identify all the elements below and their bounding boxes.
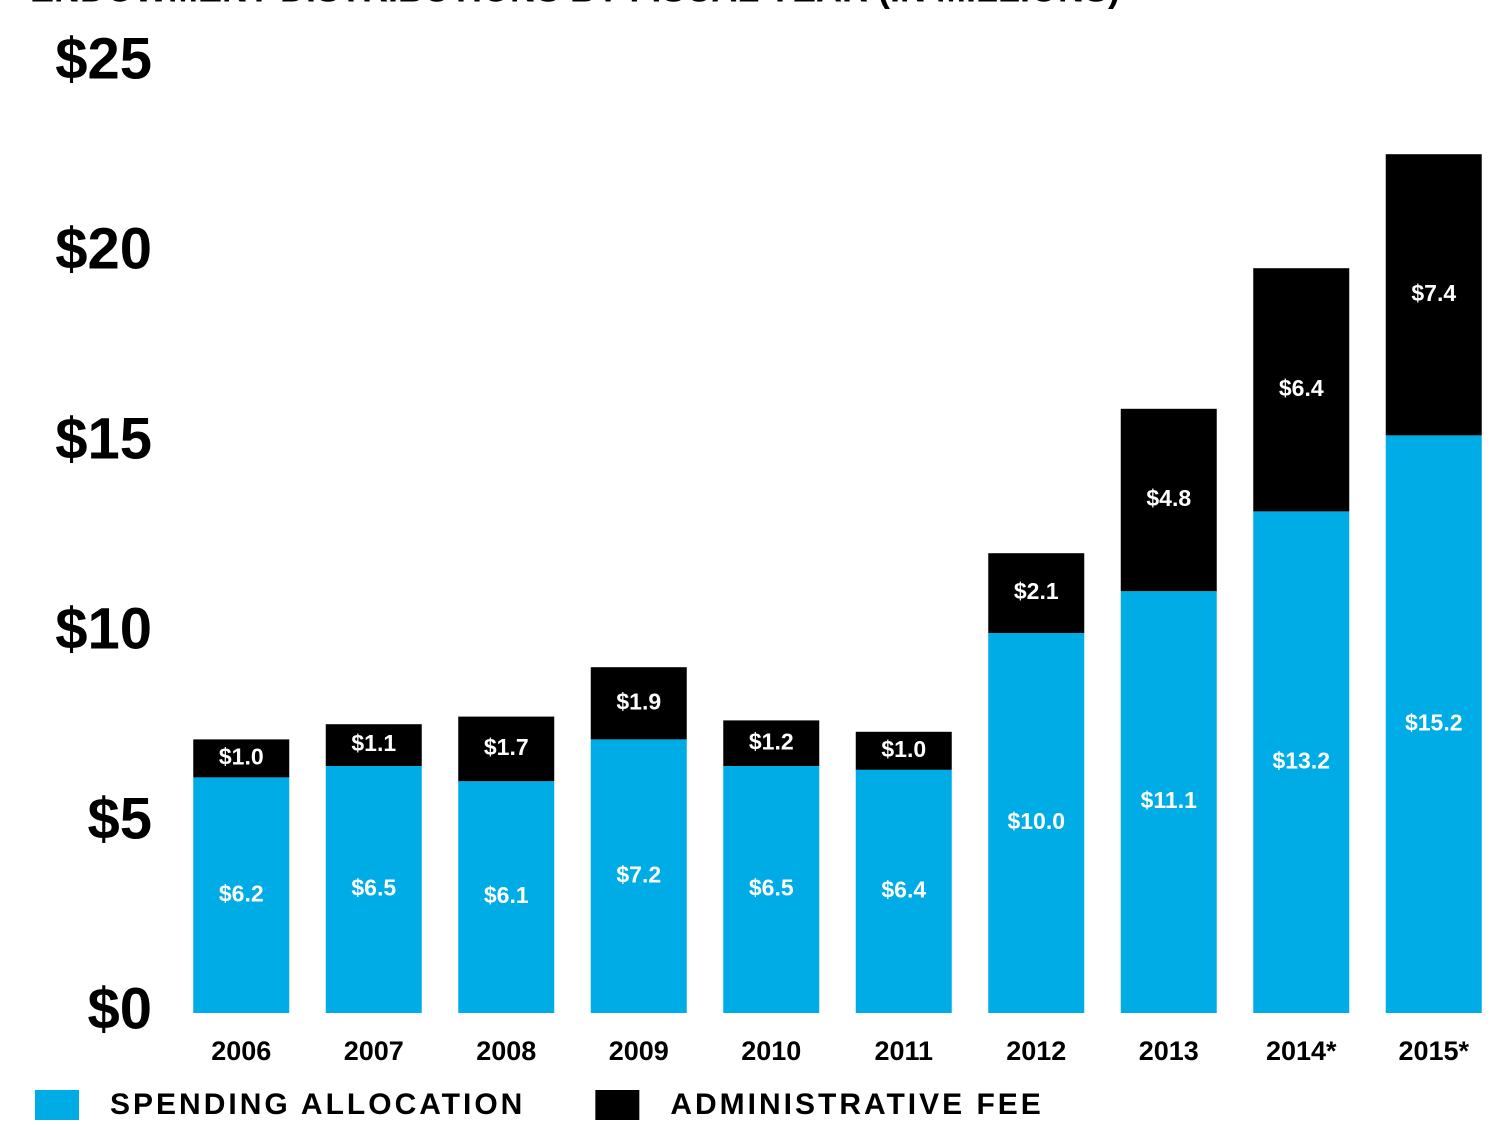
data-label: $6.2 bbox=[219, 880, 264, 906]
legend-swatch bbox=[35, 1090, 79, 1120]
bar-segment bbox=[1120, 408, 1217, 592]
bar-segment bbox=[325, 766, 422, 1013]
data-label: $6.5 bbox=[351, 875, 396, 901]
data-label: $2.1 bbox=[1014, 578, 1059, 604]
bar-segment bbox=[1120, 591, 1217, 1013]
legend-swatch bbox=[595, 1090, 640, 1120]
data-label: $6.4 bbox=[1279, 375, 1324, 401]
bar-segment bbox=[193, 739, 290, 778]
data-label: $1.2 bbox=[749, 728, 794, 754]
legend-label: ADMINISTRATIVE FEE bbox=[670, 1088, 1043, 1121]
data-label: $7.4 bbox=[1411, 280, 1456, 306]
data-label: $6.4 bbox=[881, 876, 926, 902]
bar-segment bbox=[988, 553, 1085, 633]
bar-segment bbox=[855, 769, 952, 1013]
data-label: $11.1 bbox=[1141, 787, 1197, 813]
data-label: $1.0 bbox=[219, 743, 264, 769]
bar-segment bbox=[1385, 435, 1482, 1013]
x-tick-label: 2013 bbox=[1139, 1036, 1199, 1066]
bar-segment bbox=[590, 667, 687, 740]
bar-segment bbox=[723, 766, 820, 1013]
bar-segment bbox=[193, 777, 290, 1013]
data-label: $1.0 bbox=[881, 736, 926, 762]
y-tick-label: $10 bbox=[55, 596, 152, 661]
bar-segment bbox=[988, 633, 1085, 1013]
bar-segment bbox=[1385, 154, 1482, 436]
data-label: $6.5 bbox=[749, 875, 794, 901]
bar-segment bbox=[458, 716, 555, 782]
data-label: $7.2 bbox=[616, 861, 661, 887]
data-label: $1.7 bbox=[484, 734, 529, 760]
y-tick-label: $0 bbox=[87, 976, 152, 1041]
y-tick-label: $25 bbox=[55, 26, 152, 91]
data-label: $1.9 bbox=[616, 688, 661, 714]
x-tick-label: 2009 bbox=[609, 1036, 669, 1066]
bar-segment bbox=[1253, 268, 1350, 512]
legend-label: SPENDING ALLOCATION bbox=[110, 1088, 525, 1121]
data-label: $1.1 bbox=[351, 730, 396, 756]
data-label: $4.8 bbox=[1146, 485, 1191, 511]
x-tick-label: 2007 bbox=[344, 1036, 404, 1066]
x-tick-label: 2006 bbox=[211, 1036, 271, 1066]
x-tick-label: 2011 bbox=[874, 1036, 933, 1066]
data-label: $15.2 bbox=[1405, 709, 1463, 735]
x-tick-label: 2015* bbox=[1398, 1036, 1469, 1066]
data-label: $13.2 bbox=[1272, 747, 1330, 773]
x-tick-label: 2014* bbox=[1266, 1036, 1337, 1066]
bar-segment bbox=[723, 720, 820, 766]
chart-title: ENDOWMENT DISTRIBUTIONS BY FISCAL YEAR (… bbox=[30, 0, 1120, 10]
data-label: $6.1 bbox=[484, 882, 529, 908]
bar-segment bbox=[325, 724, 422, 766]
bar-segment bbox=[458, 781, 555, 1013]
bar-segment bbox=[855, 731, 952, 770]
x-tick-label: 2012 bbox=[1006, 1036, 1066, 1066]
x-tick-label: 2008 bbox=[476, 1036, 536, 1066]
bar-segment bbox=[590, 739, 687, 1013]
data-label: $10.0 bbox=[1007, 808, 1065, 834]
bar-segment bbox=[1253, 511, 1350, 1013]
x-tick-label: 2010 bbox=[741, 1036, 801, 1066]
y-tick-label: $20 bbox=[55, 216, 152, 281]
y-tick-label: $15 bbox=[55, 406, 152, 471]
y-tick-label: $5 bbox=[87, 786, 152, 851]
